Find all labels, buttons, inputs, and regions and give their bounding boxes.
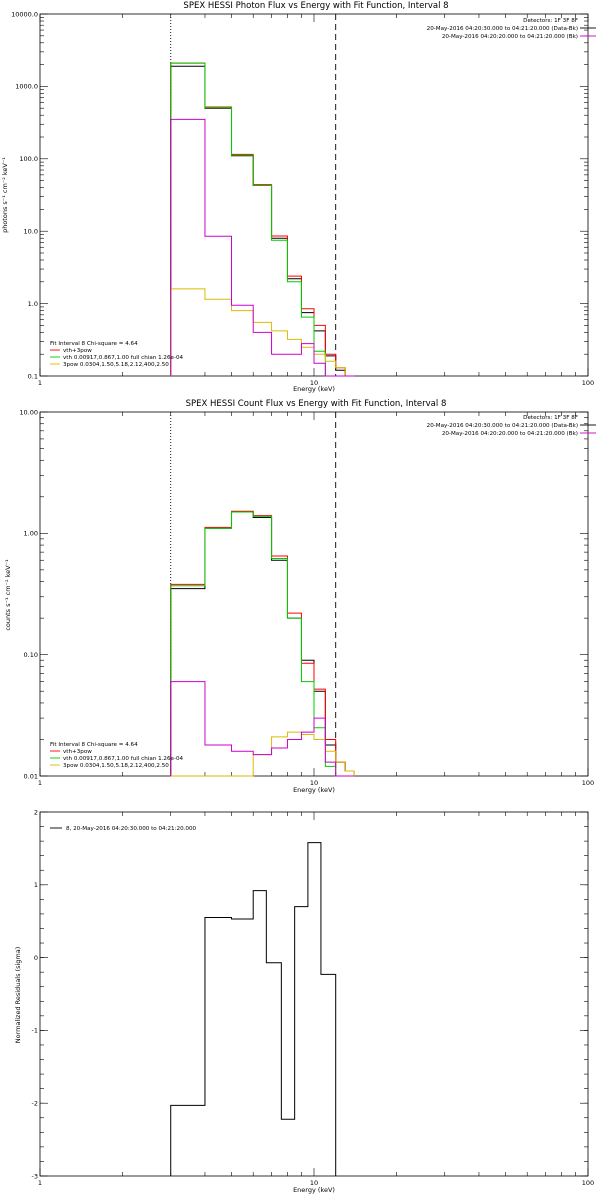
panel1-x-tick-label: 10 [310,379,318,387]
residuals-panel: Energy (keV) Normalized Residuals (sigma… [14,808,594,1194]
panel1-y-tick-label: 1.0 [28,300,38,308]
panel1-legend-label: 20-May-2016 04:20:30.000 to 04:21:20.000… [427,26,578,32]
panel1-fit-header: Fit Interval 8 Chi-square = 4.64 [50,341,138,347]
panel2-legend-entry: 20-May-2016 04:20:30.000 to 04:21:20.000… [427,423,596,429]
panel2-xlabel: Energy (keV) [293,786,335,794]
panel3-y-tick-label: -3 [32,1172,38,1180]
panel1-series-data-bk [170,65,355,377]
panel3-x-tick-label: 10 [310,1179,318,1187]
panel2-fit-line: vth 0.00917,0.867,1.00 full chian 1.26e-… [63,756,184,762]
panel1-title: SPEX HESSI Photon Flux vs Energy with Fi… [183,1,448,11]
photon-flux-panel: SPEX HESSI Photon Flux vs Energy with Fi… [1,1,596,393]
panel3-y-tick-label: 2 [34,808,38,816]
panel1-x-tick-label: 1 [38,379,42,387]
panel3-y-tick-label: -1 [32,1027,38,1035]
panel2-x-tick-label: 100 [582,779,594,787]
panel1-y-tick-label: 1000.0 [15,83,38,91]
panel2-ylabel: counts s⁻¹ cm⁻² keV⁻¹ [4,559,12,631]
panel1-legend-entry: 20-May-2016 04:20:20.000 to 04:21:20.000… [442,34,596,40]
panel1-legend-label: 20-May-2016 04:20:20.000 to 04:21:20.000… [442,34,578,40]
panel2-y-tick-label: 1.00 [24,530,38,538]
panel1-fit-line: vth 0.00917,0.867,1.00 full chian 1.26e-… [63,355,184,361]
panel2-series-vth [170,511,355,777]
panel3-series-8-20-may-2016-04-20-30-000-to-04-21-20-000 [170,842,337,1176]
panel2-legend-label: 20-May-2016 04:20:30.000 to 04:21:20.000… [427,423,578,429]
panel1-fit-line: 3pow 0.0304,1.50,5.18,2.12,400,2.50 [63,362,169,368]
panel2-series-vth-3pow [170,510,355,776]
panel2-y-tick-label: 10.00 [19,408,38,416]
panel3-ylabel: Normalized Residuals (sigma) [14,947,22,1044]
panel3-y-tick-label: 0 [34,954,38,962]
panel1-x-tick-label: 100 [582,379,594,387]
panel1-legend-header: Detectors: 1F 3F 8F [523,18,578,24]
panel1-y-tick-label: 100.0 [19,155,38,163]
panel3-y-tick-label: 1 [34,881,38,889]
count-flux-panel: SPEX HESSI Count Flux vs Energy with Fit… [4,399,596,794]
panel2-series-data-bk [170,511,355,776]
panel2-legend-label: 20-May-2016 04:20:20.000 to 04:21:20.000… [442,431,578,437]
panel1-fit-block: Fit Interval 8 Chi-square = 4.64 vth+3po… [50,341,184,368]
panel1-series-bk [170,118,355,377]
panel1-plot-area: 1 10 100 0.1 1.0 10.0 100.0 1000.0 10000.0 [11,10,594,387]
panel3-xlabel: Energy (keV) [293,1186,335,1194]
panel2-y-tick-label: 0.01 [24,772,38,780]
panel2-fit-line: vth+3pow [63,749,92,755]
panel1-series-vth [170,62,355,377]
panel1-y-tick-label: 10000.0 [11,10,38,18]
panel3-frame [39,811,589,1177]
panel2-legend-header: Detectors: 1F 3F 8F [523,415,578,421]
panel1-ylabel: photons s⁻¹ cm⁻² keV⁻¹ [1,157,9,233]
panel2-fit-header: Fit Interval 8 Chi-square = 4.64 [50,742,138,748]
panel2-fit-block: Fit Interval 8 Chi-square = 4.64 vth+3po… [50,742,184,769]
panel2-fit-line: 3pow 0.0304,1.50,5.18,2.12,400,2.50 [63,763,169,769]
panel2-x-tick-label: 10 [310,779,318,787]
panel3-x-tick-label: 1 [38,1179,42,1187]
panel3-y-tick-label: -2 [32,1100,38,1108]
panel2-title: SPEX HESSI Count Flux vs Energy with Fit… [186,399,447,409]
panel3-plot-area: 1 10 100 -3 -2 -1 0 1 2 [32,808,595,1187]
panel2-series-bk [170,681,355,777]
panel3-x-tick-label: 100 [582,1179,594,1187]
panel2-x-tick-label: 1 [38,779,42,787]
panel1-y-tick-label: 10.0 [24,228,38,236]
panel2-y-tick-label: 0.10 [24,651,38,659]
panel1-fit-line: vth+3pow [63,348,92,354]
panel2-series-3pow [170,731,355,777]
panel1-series-3pow [170,288,355,377]
panel1-legend-entry: 20-May-2016 04:20:30.000 to 04:21:20.000… [427,26,596,32]
panel1-y-tick-label: 0.1 [28,372,38,380]
panel2-legend-entry: 20-May-2016 04:20:20.000 to 04:21:20.000… [442,431,596,437]
panel2-plot-area: 1 10 100 0.01 0.10 1.00 10.00 [19,408,594,787]
panel1-series-vth-3pow [170,62,355,377]
panel1-xlabel: Energy (keV) [293,385,335,393]
panel3-legend-entry: 8, 20-May-2016 04:20:30.000 to 04:21:20.… [50,826,197,832]
panel3-legend-label: 8, 20-May-2016 04:20:30.000 to 04:21:20.… [66,826,197,832]
